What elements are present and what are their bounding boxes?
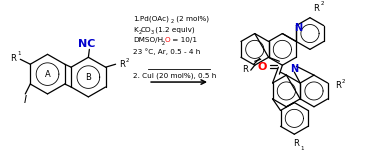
Text: R: R	[119, 60, 124, 69]
Text: 1: 1	[301, 146, 304, 151]
Text: NC: NC	[78, 39, 95, 49]
Text: (2 mol%): (2 mol%)	[174, 15, 209, 22]
Text: 1: 1	[17, 51, 21, 56]
Text: DMSO/H: DMSO/H	[133, 37, 163, 43]
Text: O: O	[164, 37, 170, 43]
Text: 23 °C, Ar, 0.5 - 4 h: 23 °C, Ar, 0.5 - 4 h	[133, 48, 200, 55]
Text: = 10/1: = 10/1	[170, 37, 197, 43]
Text: 2: 2	[162, 41, 165, 46]
Text: R: R	[10, 54, 16, 63]
Text: 2. CuI (20 mol%), 0.5 h: 2. CuI (20 mol%), 0.5 h	[133, 73, 217, 79]
Text: R: R	[293, 139, 299, 148]
Text: CO: CO	[141, 27, 152, 33]
Text: (1.2 equiv): (1.2 equiv)	[153, 26, 195, 33]
Text: O: O	[258, 62, 267, 72]
Text: N: N	[294, 23, 302, 33]
Text: N: N	[290, 64, 298, 74]
Text: A: A	[45, 70, 50, 79]
Text: K: K	[133, 27, 138, 33]
Text: 2: 2	[126, 58, 129, 63]
Text: 2: 2	[320, 1, 324, 6]
Text: R: R	[313, 4, 319, 13]
Text: I: I	[24, 95, 27, 105]
Text: 2: 2	[170, 19, 174, 24]
Text: R: R	[242, 65, 248, 74]
Text: R: R	[335, 81, 341, 89]
Text: 2: 2	[138, 30, 141, 35]
Text: 1.Pd(OAc): 1.Pd(OAc)	[133, 15, 169, 22]
Text: 3: 3	[151, 30, 154, 35]
Text: 2: 2	[342, 79, 345, 84]
Text: B: B	[85, 73, 91, 82]
